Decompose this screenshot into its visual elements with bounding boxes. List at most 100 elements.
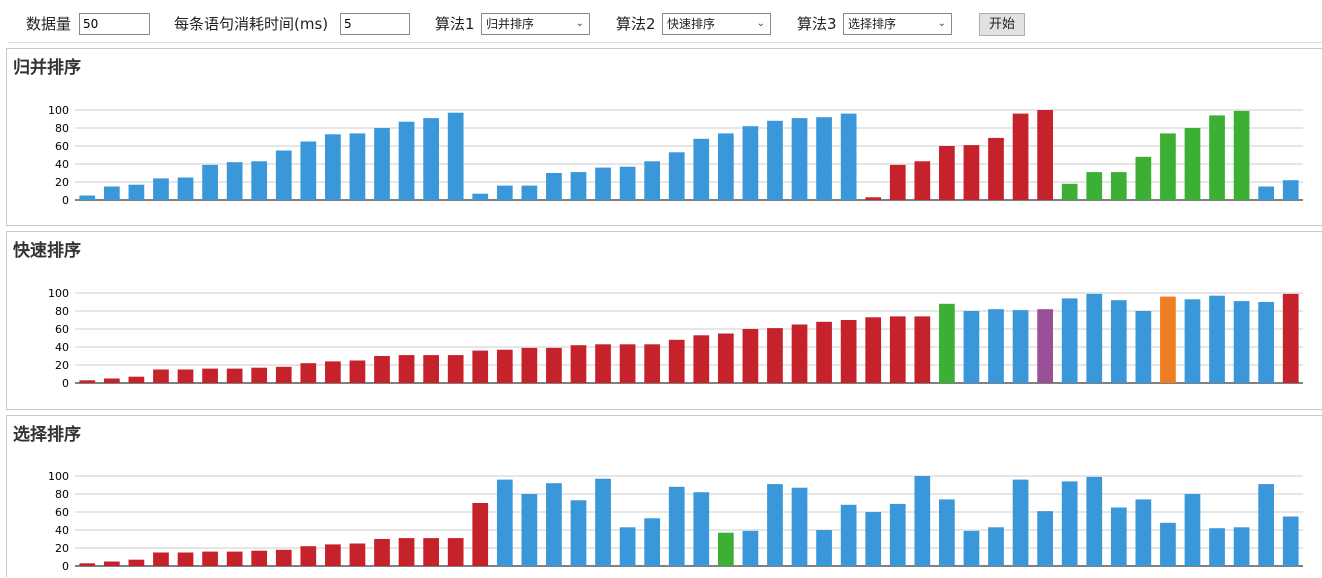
bar	[423, 538, 439, 566]
bar	[1282, 516, 1299, 566]
bar	[1037, 511, 1053, 566]
bar	[1037, 309, 1053, 383]
bar	[1233, 527, 1250, 566]
bar	[546, 483, 562, 566]
bar	[128, 376, 145, 383]
count-input[interactable]	[79, 13, 150, 35]
toolbar: 数据量 每条语句消耗时间(ms) 算法1 归并排序 ⌄ 算法2 快速排序 ⌄ 算…	[0, 0, 1322, 44]
algo3-select[interactable]: 选择排序 ⌄	[843, 13, 952, 35]
bar	[693, 492, 710, 566]
time-label: 每条语句消耗时间(ms)	[174, 15, 329, 33]
bar	[840, 113, 857, 200]
bar	[1061, 481, 1078, 566]
bar	[595, 344, 611, 383]
bar	[79, 563, 96, 566]
bar	[570, 345, 587, 383]
bar	[398, 121, 415, 200]
toolbar-divider	[8, 42, 1322, 43]
bar	[619, 527, 636, 566]
bar	[1209, 528, 1225, 566]
bar	[177, 177, 194, 200]
bar	[865, 512, 882, 566]
bar	[717, 133, 734, 200]
bar	[988, 309, 1004, 383]
bar	[275, 150, 292, 200]
merge-sort-panel: 归并排序 0 20 40 60 80 100	[6, 48, 1322, 226]
bar	[521, 347, 538, 383]
bar	[447, 112, 464, 200]
bar	[349, 133, 366, 200]
bar	[1184, 128, 1201, 200]
bar	[644, 518, 661, 566]
bar	[1258, 484, 1275, 566]
bar	[668, 486, 685, 566]
bar	[79, 380, 96, 383]
bar	[742, 329, 759, 383]
bar	[1086, 293, 1103, 383]
bar	[644, 161, 661, 200]
bar	[398, 538, 415, 566]
bar	[791, 487, 808, 566]
bar	[177, 369, 194, 383]
bar	[496, 185, 513, 200]
bar	[103, 186, 120, 200]
bar	[742, 126, 759, 200]
bar	[717, 532, 734, 566]
bar	[1282, 180, 1299, 200]
bar	[251, 367, 268, 383]
algo1-select[interactable]: 归并排序 ⌄	[481, 13, 590, 35]
selection-sort-chart: 0 20 40 60 80 100	[48, 470, 1303, 573]
bar	[1160, 133, 1176, 200]
count-label: 数据量	[26, 15, 72, 33]
bar	[840, 320, 857, 383]
bar	[423, 355, 439, 383]
y-tick-label: 60	[55, 140, 69, 153]
bar	[1184, 299, 1201, 383]
bar	[447, 355, 464, 383]
y-tick-label: 100	[48, 104, 69, 117]
bar	[275, 366, 292, 383]
bar	[374, 539, 390, 566]
y-tick-label: 40	[55, 158, 69, 171]
algo2-select[interactable]: 快速排序 ⌄	[662, 13, 771, 35]
bar	[914, 161, 931, 200]
bar	[177, 552, 194, 566]
bar	[939, 499, 955, 566]
bar	[1233, 110, 1250, 200]
time-input[interactable]	[340, 13, 410, 35]
algo1-select-value: 归并排序	[486, 17, 535, 31]
bar	[1086, 172, 1103, 200]
bar	[1233, 301, 1250, 383]
bar	[570, 500, 587, 566]
bar	[128, 184, 145, 200]
bar	[202, 551, 218, 566]
start-button[interactable]: 开始	[979, 13, 1025, 36]
bar	[546, 173, 562, 200]
bar	[889, 164, 906, 200]
algo2-select-value: 快速排序	[667, 17, 716, 31]
y-tick-label: 100	[48, 287, 69, 300]
bar	[668, 152, 685, 200]
bar	[865, 317, 882, 383]
bar	[963, 530, 980, 566]
bar	[472, 503, 489, 566]
bar	[496, 479, 513, 566]
bar	[546, 347, 562, 383]
y-tick-label: 80	[55, 488, 69, 501]
bar	[717, 333, 734, 383]
bar	[1135, 156, 1152, 200]
bar	[1061, 183, 1078, 200]
chevron-down-icon: ⌄	[937, 18, 946, 29]
y-tick-label: 60	[55, 323, 69, 336]
bar	[1012, 310, 1029, 383]
bar	[791, 118, 808, 200]
bar	[889, 503, 906, 566]
quick-sort-panel: 快速排序 0 20 40 60 80 100	[6, 231, 1322, 410]
y-tick-label: 0	[62, 560, 69, 573]
bar	[349, 360, 366, 383]
bar	[939, 146, 955, 200]
bar	[988, 527, 1004, 566]
bar	[423, 118, 439, 200]
bar	[300, 141, 317, 200]
bar	[103, 378, 120, 383]
